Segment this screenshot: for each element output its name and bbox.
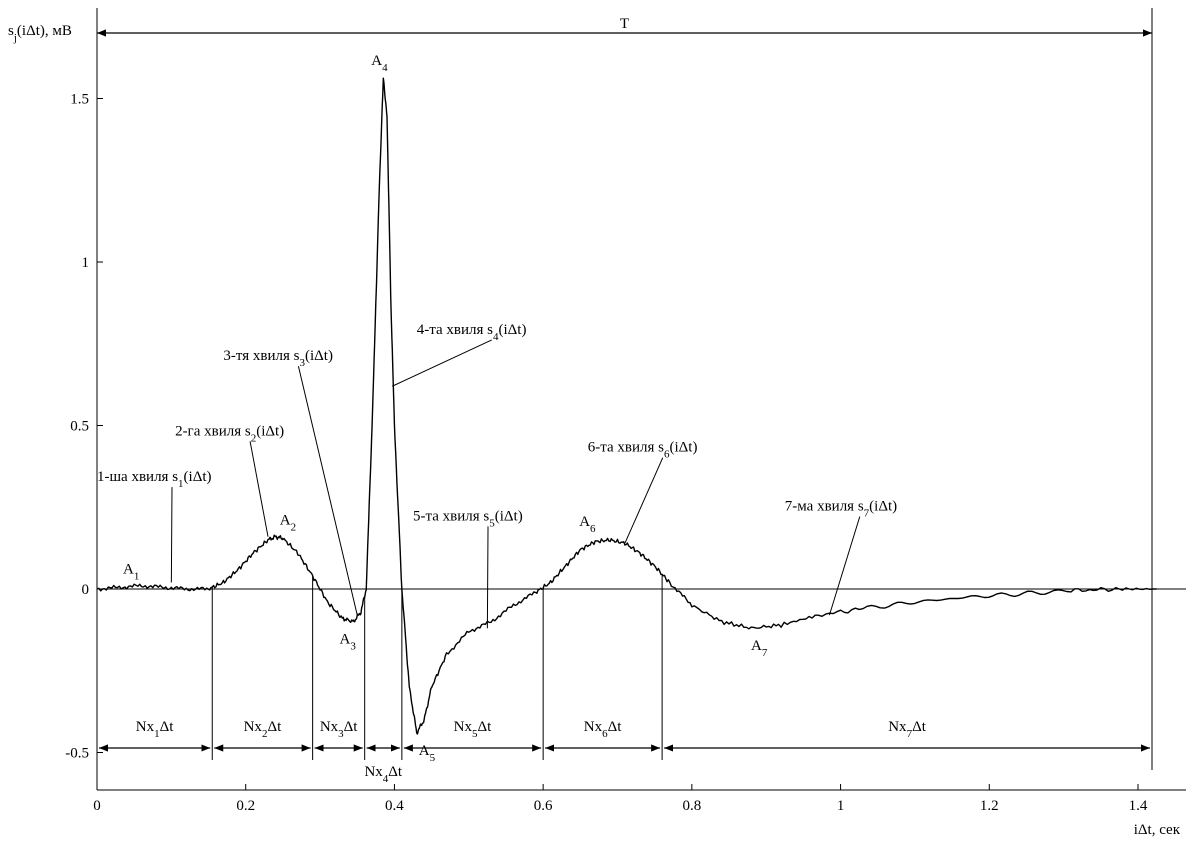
segment-label: Nx6Δt	[584, 719, 622, 740]
peak-label-2: A2	[280, 513, 296, 534]
y-tick-label: 0.5	[70, 419, 89, 435]
segment-label: Nx2Δt	[244, 719, 282, 740]
period-label: T	[620, 16, 629, 32]
peak-label-3: A3	[340, 632, 357, 653]
y-tick-label: -0.5	[65, 746, 89, 762]
segment-arrows: Nx1Δt Nx2Δt Nx3Δt Nx4Δt Nx5Δt Nx6Δt Nx7Δt	[99, 574, 1150, 785]
x-tick-label: 1	[837, 798, 845, 814]
peak-label-5: A5	[419, 743, 436, 764]
wave-label-2: 2-га хвиля s2(iΔt)	[175, 423, 284, 444]
wave-leader-1	[170, 487, 173, 583]
y-tick-label: 1	[82, 255, 90, 271]
wave-leader-2	[249, 441, 269, 537]
segment-label: Nx3Δt	[320, 719, 358, 740]
segment-label: Nx1Δt	[136, 719, 174, 740]
period-arrow: T	[97, 16, 1152, 37]
plot-series	[96, 77, 1157, 735]
wave-leader-7	[828, 516, 861, 616]
x-tick-label: 1.4	[1129, 798, 1148, 814]
wave-label-6: 6-та хвиля s6(iΔt)	[588, 440, 698, 461]
wave-leader-5	[486, 526, 489, 629]
peak-label-1: A1	[123, 562, 139, 583]
x-tick-label: 0	[93, 798, 101, 814]
x-tick-label: 0.2	[236, 798, 255, 814]
y-axis-title: sj(iΔt), мВ	[8, 23, 72, 44]
x-tick-label: 0.6	[534, 798, 553, 814]
peak-label-4: A4	[371, 53, 388, 74]
y-tick-label: 1.5	[70, 92, 89, 108]
wave-label-1: 1-ша хвиля s1(iΔt)	[97, 469, 212, 490]
wave-label-4: 4-та хвиля s4(iΔt)	[417, 322, 527, 343]
wave-leader-3	[297, 365, 358, 616]
ecg-series-line	[96, 77, 1157, 735]
wave-label-5: 5-та хвиля s5(iΔt)	[413, 508, 523, 529]
x-tick-label: 0.4	[385, 798, 404, 814]
segment-label: Nx5Δt	[454, 719, 492, 740]
peak-labels: A1 A2 A3 A4 A5 A6 A7	[123, 53, 768, 764]
wave-leader-4	[391, 339, 492, 387]
x-tick-label: 0.8	[682, 798, 701, 814]
axes: -0.5 0 0.5 1 1.5 0 0.2 0.4 0.6 0.8 1 1.2 1.4 sj(iΔt),…	[8, 8, 1186, 838]
x-tick-label: 1.2	[980, 798, 999, 814]
x-axis-title: iΔt, сек	[1134, 822, 1181, 838]
segment-label: Nx4Δt	[364, 764, 402, 785]
wave-annotations: 1-ша хвиля s1(iΔt) 2-га хвиля s2(iΔt) 3-тя…	[97, 322, 897, 629]
peak-label-7: A7	[751, 638, 768, 659]
wave-label-3: 3-тя хвиля s3(iΔt)	[223, 348, 333, 369]
wave-leader-6	[624, 457, 664, 544]
segment-label: Nx7Δt	[888, 719, 926, 740]
peak-label-6: A6	[579, 514, 596, 535]
wave-label-7: 7-ма хвиля s7(iΔt)	[785, 499, 897, 520]
y-tick-label: 0	[82, 582, 90, 598]
